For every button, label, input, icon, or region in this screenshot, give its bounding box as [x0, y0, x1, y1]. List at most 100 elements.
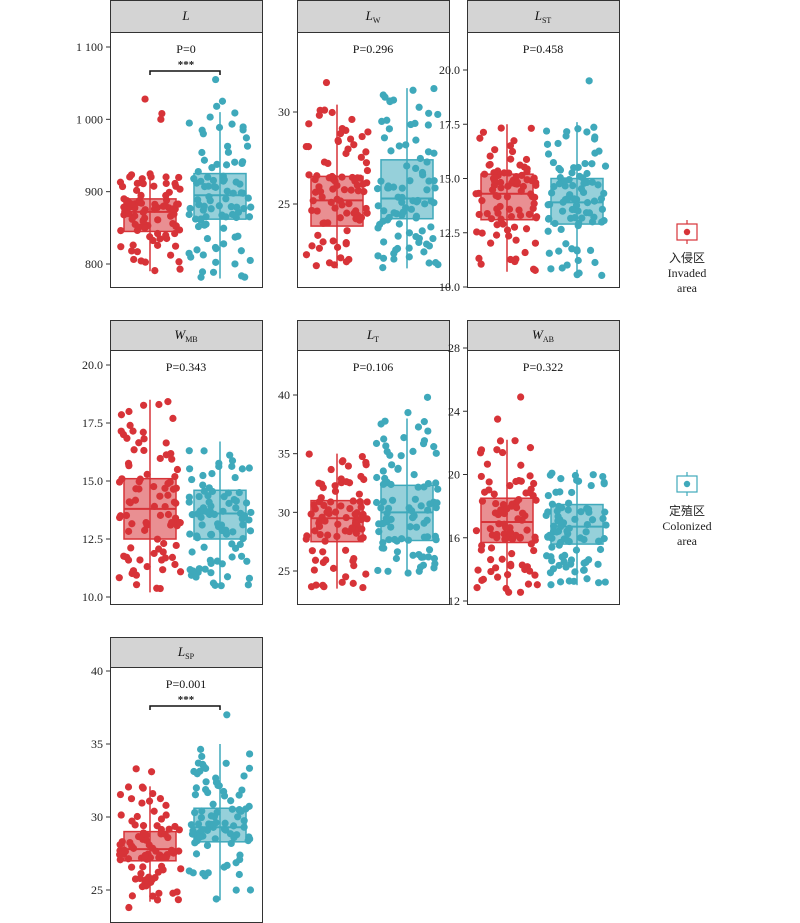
data-point	[207, 530, 215, 538]
data-point	[316, 530, 324, 539]
data-point	[321, 517, 329, 525]
data-point	[177, 865, 185, 873]
data-point	[220, 240, 228, 248]
data-point	[420, 248, 428, 256]
data-point	[512, 236, 520, 244]
data-point	[150, 549, 158, 558]
data-point	[590, 213, 598, 221]
data-point	[209, 176, 218, 185]
data-point	[171, 472, 179, 481]
data-point	[200, 221, 209, 229]
legend-label-en: Invaded	[668, 266, 707, 280]
data-point	[208, 470, 216, 478]
data-point	[530, 479, 538, 488]
data-point	[533, 581, 541, 589]
data-point	[493, 530, 501, 539]
data-point	[161, 830, 169, 838]
y-tick-label: 800	[85, 257, 103, 271]
data-point	[139, 180, 147, 188]
data-point	[530, 200, 538, 208]
data-point	[140, 446, 148, 455]
data-point	[197, 745, 205, 753]
data-point	[577, 185, 586, 193]
data-point	[199, 251, 207, 259]
data-point	[544, 227, 552, 235]
p-value-label: P=0.458	[523, 42, 563, 56]
data-point	[206, 556, 214, 564]
data-point	[545, 531, 554, 539]
data-point	[416, 563, 425, 571]
data-point	[574, 125, 582, 133]
data-point	[319, 219, 327, 227]
data-point	[231, 158, 239, 166]
data-point	[131, 496, 140, 504]
data-point	[172, 541, 180, 550]
data-point	[497, 215, 505, 223]
outlier-point	[404, 409, 412, 417]
data-point	[512, 172, 520, 181]
y-tick-label: 1 000	[76, 112, 103, 126]
data-point	[503, 226, 512, 234]
data-point	[208, 487, 217, 496]
data-point	[423, 186, 431, 194]
data-point	[372, 498, 381, 507]
data-point	[526, 444, 535, 452]
data-point	[171, 560, 179, 569]
outlier-point	[132, 765, 140, 773]
data-point	[601, 162, 610, 170]
data-point	[199, 481, 207, 489]
data-point	[128, 817, 136, 825]
data-point	[594, 181, 602, 189]
data-point	[590, 197, 599, 205]
data-point	[319, 558, 327, 567]
data-point	[303, 532, 311, 540]
data-point	[550, 522, 558, 530]
data-point	[194, 222, 203, 231]
data-point	[308, 547, 316, 555]
data-point	[156, 511, 165, 519]
data-point	[232, 886, 240, 894]
data-point	[211, 581, 219, 589]
panel-title-sub: ST	[542, 16, 551, 25]
data-point	[239, 126, 247, 134]
data-point	[553, 507, 561, 515]
data-point	[234, 813, 242, 821]
data-point	[579, 566, 588, 574]
data-point	[192, 784, 200, 792]
data-point	[404, 536, 413, 544]
data-point	[571, 515, 579, 523]
data-point	[589, 471, 597, 479]
data-point	[212, 895, 220, 903]
data-point	[175, 258, 183, 266]
data-point	[586, 246, 595, 255]
data-point	[311, 556, 320, 564]
data-point	[172, 499, 180, 507]
data-point	[411, 495, 419, 503]
data-point	[220, 863, 228, 871]
data-point	[555, 561, 563, 570]
data-point	[531, 266, 539, 274]
data-point	[232, 213, 240, 222]
panel-title-main: L	[366, 327, 374, 342]
data-point	[334, 520, 342, 528]
data-point	[559, 519, 567, 527]
data-point	[225, 499, 233, 507]
data-point	[175, 226, 184, 234]
data-point	[497, 178, 505, 187]
data-point	[173, 465, 182, 474]
data-point	[343, 227, 351, 235]
data-point	[543, 140, 552, 148]
data-point	[590, 123, 598, 131]
data-point	[595, 579, 603, 587]
data-point	[127, 863, 136, 871]
data-point	[497, 184, 505, 192]
legend-label-en: Colonized	[662, 519, 711, 533]
data-point	[382, 515, 390, 523]
data-point	[120, 552, 128, 560]
data-point	[333, 195, 341, 203]
data-point	[162, 191, 170, 200]
panel-strip	[297, 0, 450, 33]
data-point	[202, 785, 210, 794]
panel-7: LSP 25 30 35 40 P=0.001 ***	[91, 637, 263, 923]
panel-title: WMB	[174, 327, 197, 344]
